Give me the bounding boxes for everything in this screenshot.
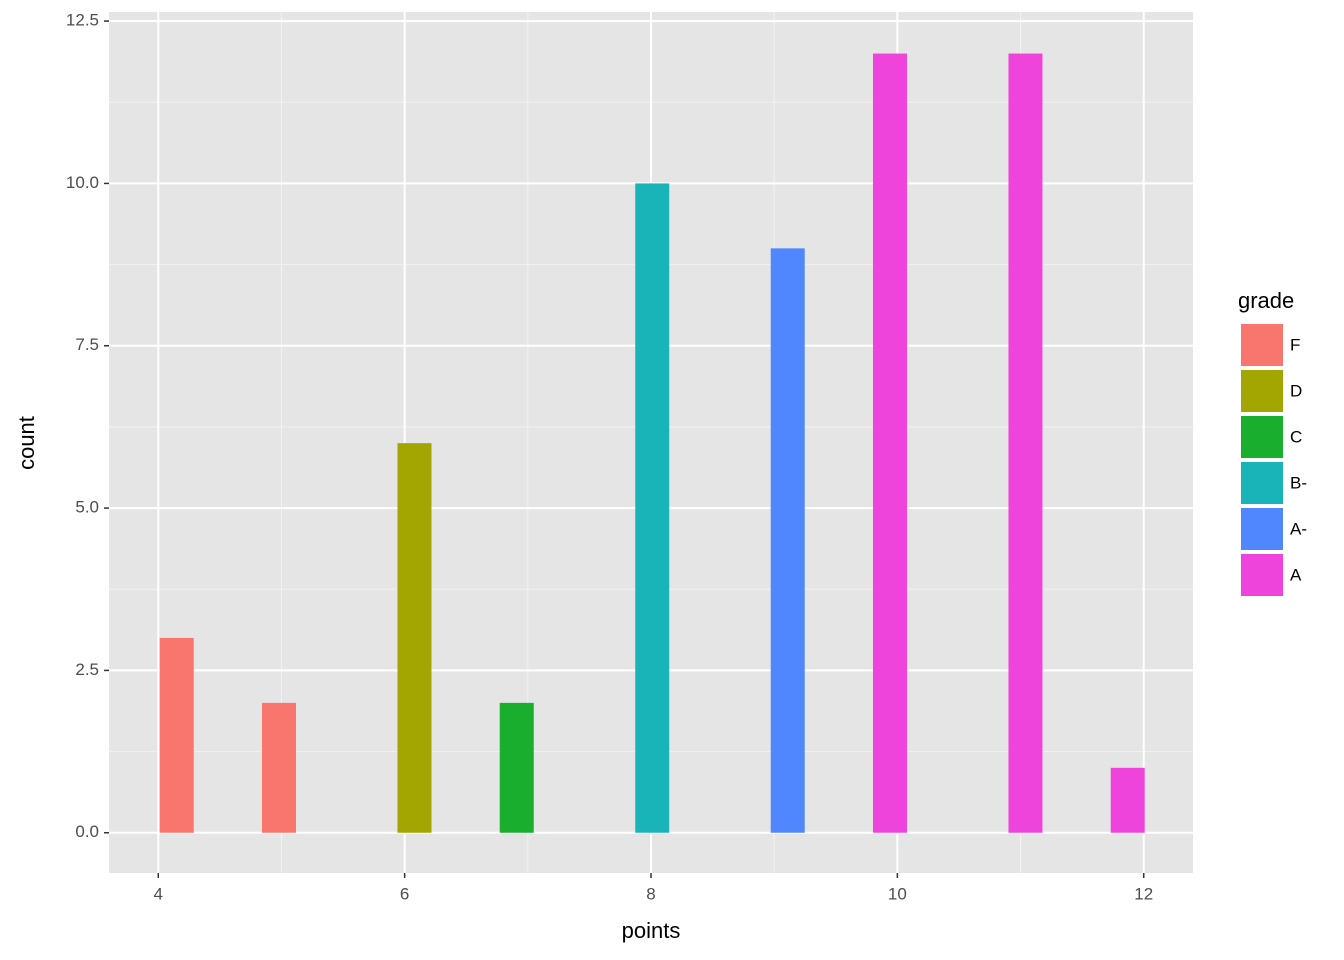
y-tick-label: 2.5 xyxy=(75,660,99,679)
x-axis-title: points xyxy=(622,918,681,943)
y-tick-label: 0.0 xyxy=(75,822,99,841)
legend-label: A xyxy=(1290,565,1302,584)
legend-key xyxy=(1241,416,1283,458)
y-axis-title: count xyxy=(14,416,39,470)
bar xyxy=(1008,53,1043,833)
y-tick-label: 12.5 xyxy=(66,11,99,30)
y-tick-label: 5.0 xyxy=(75,498,99,517)
bar xyxy=(261,702,296,833)
legend-label: A- xyxy=(1290,519,1307,538)
x-tick-label: 6 xyxy=(400,884,409,903)
bar xyxy=(635,183,670,833)
y-tick-label: 10.0 xyxy=(66,173,99,192)
y-tick-label: 7.5 xyxy=(75,335,99,354)
legend-key xyxy=(1241,462,1283,504)
legend-label: B- xyxy=(1290,473,1307,492)
bar xyxy=(159,637,194,833)
bar xyxy=(499,702,534,833)
legend-label: D xyxy=(1290,381,1302,400)
bar xyxy=(1110,767,1145,833)
x-tick-label: 4 xyxy=(154,884,163,903)
legend-key xyxy=(1241,554,1283,596)
x-tick-label: 8 xyxy=(646,884,655,903)
legend-key xyxy=(1241,324,1283,366)
legend-key xyxy=(1241,508,1283,550)
legend-title: grade xyxy=(1238,288,1294,313)
bar xyxy=(770,248,805,833)
bar xyxy=(397,443,432,833)
legend-key xyxy=(1241,370,1283,412)
x-tick-label: 12 xyxy=(1134,884,1153,903)
bar xyxy=(872,53,907,833)
x-tick-label: 10 xyxy=(888,884,907,903)
legend-label: C xyxy=(1290,427,1302,446)
legend-label: F xyxy=(1290,335,1300,354)
